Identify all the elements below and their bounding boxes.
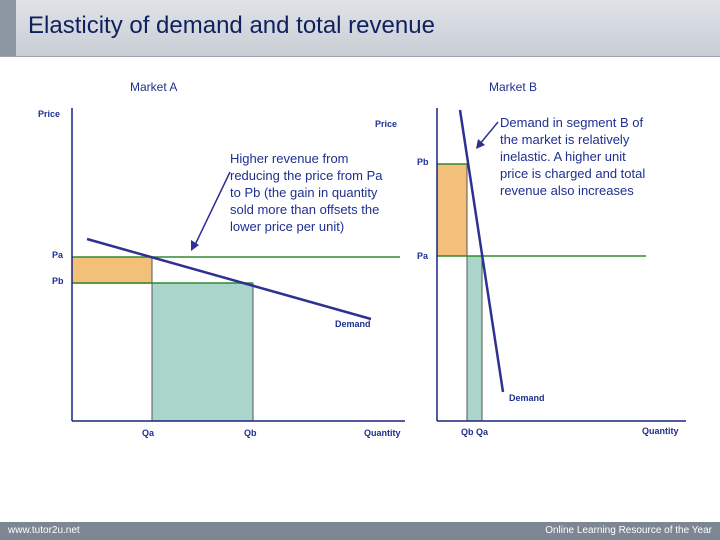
market-a-pb-label: Pb [52, 276, 64, 286]
market-a-heading: Market A [130, 80, 177, 94]
market-a-note-line-4: sold more than offsets the [230, 202, 379, 217]
market-b-qb-qa-label: Qb Qa [461, 427, 489, 437]
market-a-demand-label: Demand [335, 319, 371, 329]
market-b-heading: Market B [489, 80, 537, 94]
market-b-demand-label: Demand [509, 393, 545, 403]
market-b-revenue-common [467, 256, 482, 421]
market-b-pb-label: Pb [417, 157, 429, 167]
market-b-note-arrow [478, 121, 499, 146]
market-a-note-arrowhead [191, 240, 199, 251]
market-a-note-arrow [193, 171, 231, 248]
market-b-note-line-3: inelastic. A higher unit [500, 149, 626, 164]
footer-bar: www.tutor2u.net Online Learning Resource… [0, 522, 720, 540]
market-a-note-line-3: to Pb (the gain in quantity [230, 185, 378, 200]
market-a-note-line-1: Higher revenue from [230, 151, 349, 166]
market-b-note-line-5: revenue also increases [500, 183, 634, 198]
market-b-pa-label: Pa [417, 251, 429, 261]
market-b-note-line-1: Demand in segment B of [500, 115, 643, 130]
market-b-demand-curve [458, 109, 505, 393]
market-b-note-line-2: the market is relatively [500, 132, 630, 147]
footer-tagline: Online Learning Resource of the Year [545, 525, 712, 536]
market-a-qb-label: Qb [244, 428, 257, 438]
market-a-revenue-lost [72, 257, 152, 284]
market-b-note-arrowhead [476, 139, 485, 149]
market-b-quantity-label: Quantity [642, 426, 679, 436]
market-a-pa-label: Pa [52, 250, 64, 260]
header-bar: Elasticity of demand and total revenue [0, 0, 720, 57]
market-a-note-line-2: reducing the price from Pa [230, 168, 383, 183]
market-a-price-label: Price [38, 109, 60, 119]
footer-website[interactable]: www.tutor2u.net [8, 525, 80, 536]
market-b-note-line-4: price is charged and total [500, 166, 645, 181]
slide-title: Elasticity of demand and total revenue [28, 12, 435, 39]
market-b-revenue-gained [437, 164, 467, 256]
header-accent [0, 0, 16, 56]
market-a-revenue-gained [152, 283, 253, 421]
market-a-quantity-label: Quantity [364, 428, 401, 438]
market-a-qa-label: Qa [142, 428, 155, 438]
market-b-price-label: Price [375, 119, 397, 129]
market-a-demand-curve [86, 237, 372, 321]
market-a-note-line-5: lower price per unit) [230, 219, 344, 234]
